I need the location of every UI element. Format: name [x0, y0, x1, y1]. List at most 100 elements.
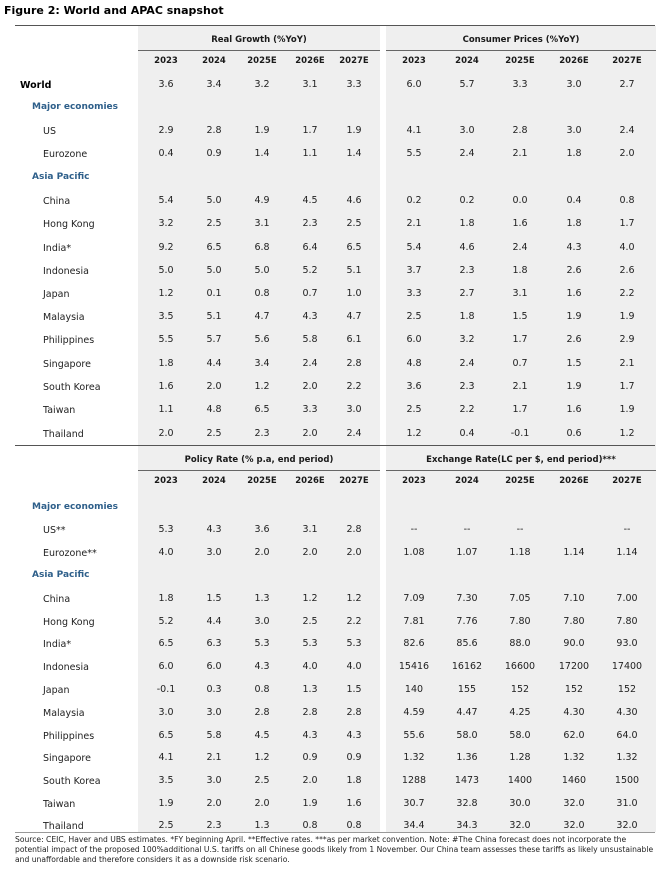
table-cell: 4.3 — [254, 661, 270, 672]
table-cell: 1.8 — [158, 358, 174, 369]
table-cell: 2.8 — [346, 358, 362, 369]
table-cell: 4.1 — [406, 125, 422, 136]
table-cell: 85.6 — [456, 638, 478, 649]
top-year-header: 2026E — [559, 56, 589, 66]
table-cell: 3.0 — [206, 547, 222, 558]
table-cell: 2.0 — [206, 381, 222, 392]
table-cell: 17400 — [611, 661, 643, 672]
table-cell: 5.5 — [406, 148, 422, 159]
table-cell: 1.08 — [403, 547, 425, 558]
table-cell: 6.5 — [158, 638, 174, 649]
bottom-year-header: 2027E — [339, 476, 369, 486]
bottom-shade-right — [386, 446, 656, 832]
row-label: Singapore — [43, 753, 91, 764]
table-cell: 1.28 — [509, 752, 531, 763]
bottom-year-header: 2023 — [154, 476, 178, 486]
table-cell: 2.0 — [158, 428, 174, 439]
table-cell: 1.8 — [566, 148, 582, 159]
table-cell: 3.0 — [206, 775, 222, 786]
section-label: Major economies — [32, 102, 119, 112]
table-cell: 0.9 — [346, 752, 362, 763]
section-label: Asia Pacific — [32, 172, 90, 182]
table-cell: 0.2 — [459, 195, 475, 206]
table-cell: 5.7 — [206, 334, 222, 345]
table-cell: 4.9 — [254, 195, 270, 206]
table-cell: 2.7 — [619, 79, 635, 90]
top-group-right-rule — [386, 50, 656, 51]
table-cell: 2.6 — [566, 334, 582, 345]
table-cell: 4.30 — [616, 707, 638, 718]
table-cell: 0.9 — [302, 752, 318, 763]
table-row: India* 9.2 6.5 6.8 6.4 6.5 5.4 4.6 2.4 4.3 4.0 — [0, 242, 670, 265]
world-row: World 3.6 3.4 3.2 3.1 3.3 6.0 5.7 3.3 3.0 2.7 — [0, 79, 670, 102]
table-cell: 1.7 — [512, 334, 528, 345]
table-cell: 4.3 — [302, 311, 318, 322]
table-cell: 2.1 — [512, 381, 528, 392]
table-cell: 1.6 — [158, 381, 174, 392]
table-cell: 3.2 — [158, 218, 174, 229]
table-cell: 1400 — [507, 775, 533, 786]
table-cell: 2.0 — [346, 547, 362, 558]
table-cell: 3.1 — [302, 79, 318, 90]
table-cell: 4.5 — [302, 195, 318, 206]
table-cell: 3.5 — [158, 775, 174, 786]
table-cell: 2.5 — [158, 820, 174, 831]
table-cell: 4.47 — [456, 707, 478, 718]
table-cell: 3.3 — [302, 404, 318, 415]
table-cell: 1.32 — [616, 752, 638, 763]
table-cell: 2.5 — [206, 428, 222, 439]
table-cell: 3.6 — [406, 381, 422, 392]
table-row: Japan -0.1 0.3 0.8 1.3 1.5 140 155 152 152 152 — [0, 684, 670, 707]
table-cell: 2.8 — [254, 707, 270, 718]
row-label: South Korea — [43, 776, 101, 787]
table-cell: 88.0 — [509, 638, 531, 649]
table-cell: 2.7 — [459, 288, 475, 299]
table-cell: 1.6 — [566, 288, 582, 299]
table-cell: 1.9 — [566, 311, 582, 322]
table-row: Philippines 6.5 5.8 4.5 4.3 4.3 55.6 58.0 58.0 62… — [0, 730, 670, 753]
table-cell: 3.6 — [158, 79, 174, 90]
table-cell: 7.80 — [563, 616, 585, 627]
table-cell: 1.5 — [206, 593, 222, 604]
table-cell: 5.8 — [302, 334, 318, 345]
table-cell: 0.9 — [206, 148, 222, 159]
table-cell: 4.25 — [509, 707, 531, 718]
table-cell: 32.8 — [456, 798, 478, 809]
table-cell: 2.5 — [206, 218, 222, 229]
table-cell: -- — [516, 524, 524, 535]
table-cell: 140 — [404, 684, 424, 695]
table-cell: 1.9 — [158, 798, 174, 809]
bottom-year-header: 2023 — [402, 476, 426, 486]
row-label: India* — [43, 243, 72, 254]
table-cell: -- — [410, 524, 418, 535]
table-cell: 0.7 — [302, 288, 318, 299]
table-cell: 0.8 — [302, 820, 318, 831]
table-row: China 1.8 1.5 1.3 1.2 1.2 7.09 7.30 7.05 7.10 7.00 — [0, 593, 670, 616]
table-cell: 4.7 — [254, 311, 270, 322]
table-cell: 3.2 — [459, 334, 475, 345]
table-row: US 2.9 2.8 1.9 1.7 1.9 4.1 3.0 2.8 3.0 2.4 — [0, 125, 670, 148]
table-cell: 0.4 — [158, 148, 174, 159]
table-cell: 2.4 — [459, 148, 475, 159]
table-cell: 90.0 — [563, 638, 585, 649]
table-row: Singapore 4.1 2.1 1.2 0.9 0.9 1.32 1.36 1.28 1.32… — [0, 752, 670, 775]
top-year-header: 2025E — [505, 56, 535, 66]
table-cell: 6.0 — [406, 79, 422, 90]
table-cell: 1.4 — [254, 148, 270, 159]
table-row: US** 5.3 4.3 3.6 3.1 2.8 -- -- -- -- — [0, 524, 670, 547]
table-cell: 0.4 — [566, 195, 582, 206]
table-cell: 2.2 — [346, 616, 362, 627]
table-cell: 1.8 — [346, 775, 362, 786]
table-cell: -- — [623, 524, 631, 535]
table-cell: 1.6 — [566, 404, 582, 415]
row-label: South Korea — [43, 382, 101, 393]
figure-title: Figure 2: World and APAC snapshot — [4, 4, 224, 17]
table-cell: 2.5 — [346, 218, 362, 229]
table-cell: 1460 — [561, 775, 587, 786]
row-label: Hong Kong — [43, 219, 95, 230]
table-cell: 2.4 — [512, 242, 528, 253]
table-cell: 2.8 — [512, 125, 528, 136]
table-cell: 3.6 — [254, 524, 270, 535]
table-cell: 15416 — [398, 661, 430, 672]
table-cell: 30.7 — [403, 798, 425, 809]
